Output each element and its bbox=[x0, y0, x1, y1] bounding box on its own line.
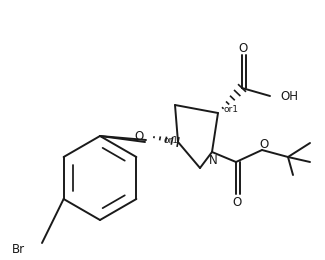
Text: O: O bbox=[134, 129, 144, 142]
Text: or1: or1 bbox=[223, 105, 238, 114]
Text: O: O bbox=[259, 138, 269, 151]
Text: N: N bbox=[209, 153, 217, 166]
Text: O: O bbox=[238, 42, 248, 55]
Text: O: O bbox=[232, 196, 241, 209]
Text: OH: OH bbox=[280, 89, 298, 102]
Text: or1: or1 bbox=[164, 135, 179, 145]
Text: Br: Br bbox=[11, 243, 25, 256]
